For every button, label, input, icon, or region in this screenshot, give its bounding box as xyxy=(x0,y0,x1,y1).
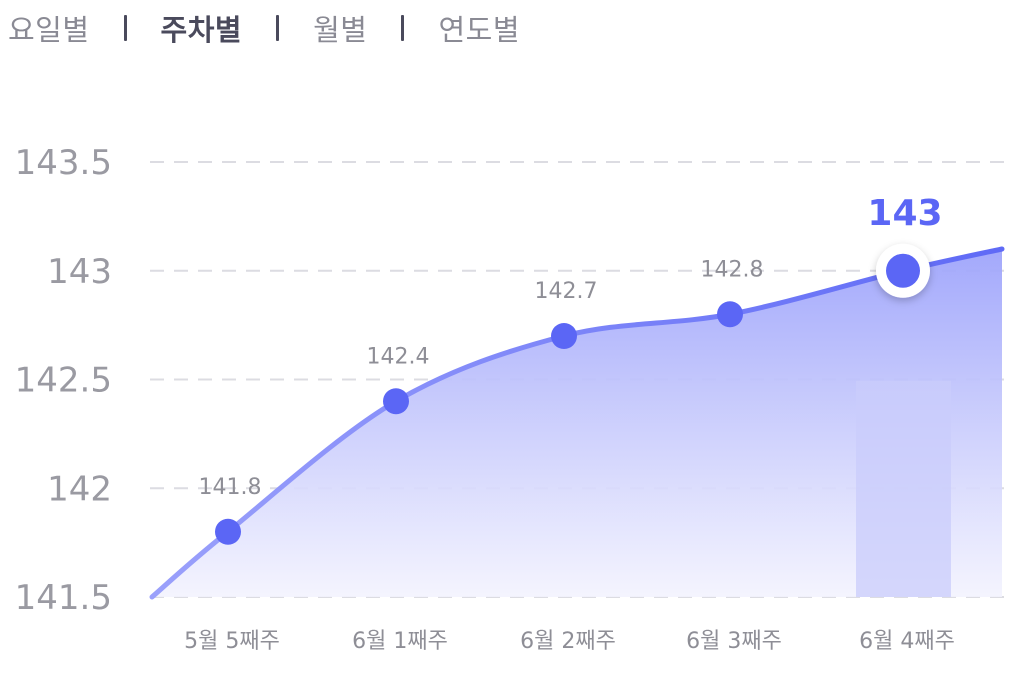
data-point[interactable] xyxy=(551,323,577,349)
data-label-highlight: 143 xyxy=(867,193,942,234)
y-tick-label: 142.5 xyxy=(15,361,112,401)
data-point[interactable] xyxy=(383,388,409,415)
data-label: 141.8 xyxy=(199,475,262,500)
tab-by-year[interactable]: 연도별 xyxy=(438,13,521,47)
period-tabs: 요일별 주차별 월별 연도별 xyxy=(8,6,520,50)
tab-separator xyxy=(401,15,405,41)
y-tick-label: 142 xyxy=(47,469,112,509)
data-point[interactable] xyxy=(717,301,743,328)
highlight-bar xyxy=(856,380,951,597)
data-point[interactable] xyxy=(886,253,920,288)
tab-by-month[interactable]: 월별 xyxy=(313,13,368,47)
tab-by-weekday[interactable]: 요일별 xyxy=(8,13,90,47)
x-tick-label: 5월 5째주 xyxy=(184,629,280,654)
y-tick-label: 143.5 xyxy=(15,143,112,183)
tab-separator xyxy=(123,15,127,41)
area-fill xyxy=(152,249,1002,597)
x-tick-label: 6월 1째주 xyxy=(352,629,448,654)
data-point[interactable] xyxy=(215,518,241,545)
x-tick-label: 6월 2째주 xyxy=(520,629,616,654)
data-label: 142.8 xyxy=(701,257,764,282)
y-tick-label: 143 xyxy=(47,252,112,292)
data-label: 142.7 xyxy=(535,279,598,304)
x-tick-label: 6월 3째주 xyxy=(686,629,782,654)
tab-separator xyxy=(276,15,280,41)
x-tick-label: 6월 4째주 xyxy=(859,629,955,654)
tab-by-week[interactable]: 주차별 xyxy=(160,13,243,47)
y-tick-label: 141.5 xyxy=(15,578,112,618)
data-label: 142.4 xyxy=(367,344,430,369)
